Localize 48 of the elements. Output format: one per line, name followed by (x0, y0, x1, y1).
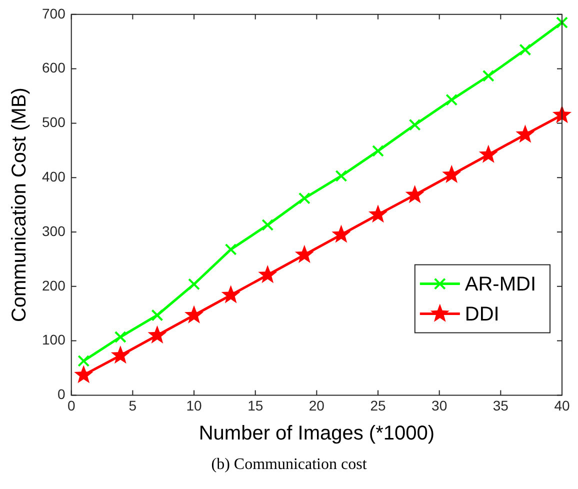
x-tick-label: 10 (186, 397, 202, 414)
point (332, 224, 351, 243)
point (405, 185, 424, 204)
point (298, 192, 310, 204)
y-axis-title: Communication Cost (MB) (8, 88, 31, 322)
point (224, 243, 237, 256)
point (442, 164, 462, 183)
y-tick-label: 600 (42, 60, 66, 76)
legend-label: DDI (464, 303, 500, 326)
legend-label: AR-MDI (464, 273, 536, 296)
point (262, 218, 274, 231)
point (335, 170, 348, 182)
point (519, 44, 532, 56)
point (258, 264, 278, 284)
point (74, 365, 94, 384)
text: (b) Communication cost (210, 456, 368, 474)
point (556, 16, 568, 29)
point (478, 144, 498, 163)
point (148, 325, 167, 344)
x-tick-label: 35 (492, 397, 509, 414)
point (110, 345, 130, 364)
x-tick-label: 30 (432, 397, 448, 414)
point (368, 204, 388, 223)
point (188, 278, 200, 290)
x-tick-label: 40 (554, 397, 570, 414)
x-tick-label: 15 (248, 397, 264, 414)
y-tick-label: 200 (42, 277, 66, 294)
y-tick-label: 0 (58, 386, 66, 402)
y-tick-label: 500 (42, 114, 66, 130)
point (408, 118, 421, 131)
point (114, 330, 126, 343)
x-tick-label: 25 (370, 397, 386, 414)
point (372, 144, 384, 157)
y-tick-label: 400 (42, 168, 66, 184)
point (184, 305, 204, 324)
y-tick-label: 300 (42, 222, 66, 239)
y-tick-label: 100 (42, 332, 66, 348)
x-tick-label: 20 (308, 397, 325, 414)
point (482, 70, 494, 82)
point (516, 124, 535, 143)
x-axis-title: Number of Images (*1000) (198, 422, 435, 445)
x-tick-label: 5 (128, 397, 137, 414)
point (151, 309, 164, 322)
y-tick-label: 700 (42, 5, 66, 22)
point (221, 285, 240, 304)
point (294, 244, 314, 263)
point (446, 94, 458, 106)
point (78, 354, 90, 367)
